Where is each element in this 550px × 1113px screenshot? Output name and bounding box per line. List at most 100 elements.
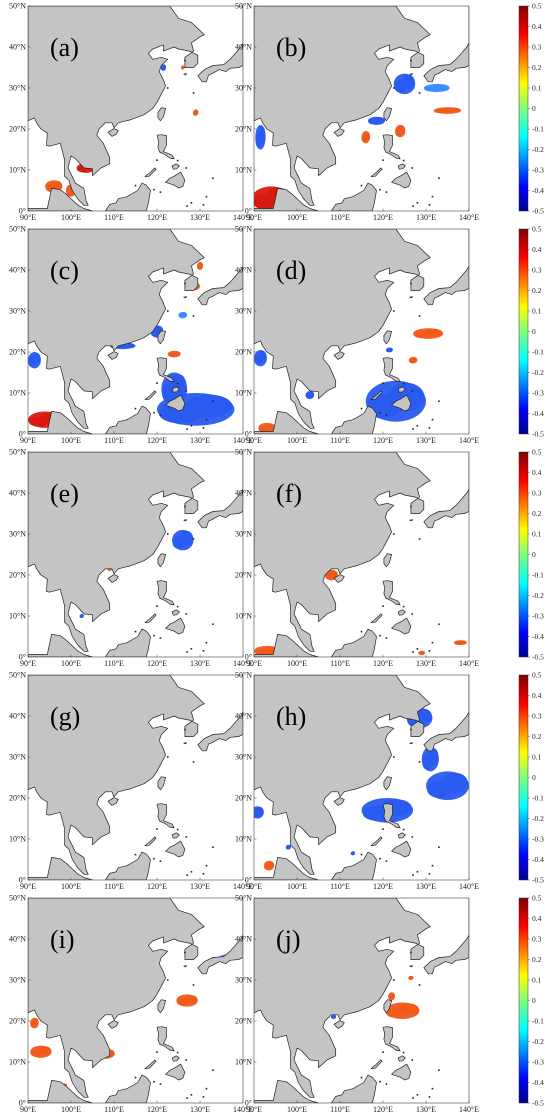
colorbar: 0.5 0.4 0.3 0.2 0.1 0 -0.1 -0.2 -0.3 -0.4 -0.5 (518, 894, 544, 1108)
x-tick-label: 140°E (459, 213, 479, 222)
anomaly-patch (196, 261, 204, 270)
anomaly-patch (367, 116, 386, 125)
islet (190, 648, 193, 650)
islet (185, 836, 188, 838)
islet (205, 195, 208, 198)
y-tick-label: 20°N (235, 571, 252, 580)
islet (385, 191, 388, 193)
islet (416, 425, 419, 427)
anomaly-patch (395, 124, 406, 138)
visayas-island (171, 163, 180, 170)
anomaly-patch (388, 992, 396, 1001)
islet (212, 177, 214, 179)
islet (360, 853, 363, 856)
borneo-island (105, 851, 151, 880)
anomaly-patch (413, 328, 444, 339)
islet (184, 951, 186, 954)
islet (438, 1069, 440, 1071)
colorbar-tick-label: -0.4 (532, 1078, 544, 1087)
colorbar-gradient (518, 897, 529, 1104)
hainan-island (333, 797, 345, 806)
panel-label: (i) (50, 925, 75, 954)
colorbar-tick-label: -0.1 (532, 348, 544, 357)
islet (431, 195, 434, 198)
islet (402, 1051, 405, 1054)
plot-frame (27, 5, 244, 212)
anomaly-patch (30, 1017, 39, 1029)
map-panel: 90°E 100°E 110°E 120°E 130°E 140°E0°10°N20°N3… (235, 448, 479, 669)
colorbar-tick-label: -0.2 (532, 368, 544, 377)
palawan-island (144, 167, 157, 177)
mindanao-island (165, 840, 186, 858)
islet (392, 979, 395, 981)
luzon-island (382, 803, 401, 829)
y-tick-label: 0° (245, 1099, 252, 1108)
y-tick-label: 0° (245, 430, 252, 439)
jeju-island (183, 296, 188, 299)
y-tick-label: 0° (245, 653, 252, 662)
x-tick-label: 90°E (246, 436, 262, 445)
hainan-island (107, 1020, 119, 1029)
palawan-island (144, 1059, 157, 1069)
anomaly-patch (408, 975, 414, 980)
x-tick-label: 110°E (104, 213, 124, 222)
y-tick-label: 20°N (9, 125, 26, 134)
taiwan-island (157, 107, 166, 122)
palawan-island (370, 390, 383, 400)
japan-islands (197, 452, 243, 529)
islet (392, 310, 395, 312)
luzon-island (156, 357, 175, 383)
map-panel: 90°E 100°E 110°E 120°E 130°E 140°E0°10°N20°N3… (9, 448, 253, 669)
islet (382, 828, 384, 830)
y-tick-label: 20°N (235, 794, 252, 803)
hainan-island (107, 128, 119, 137)
x-tick-label: 90°E (246, 659, 262, 668)
x-tick-label: 90°E (246, 213, 262, 222)
islet (205, 641, 208, 644)
colorbar: 0.5 0.4 0.3 0.2 0.1 0 -0.1 -0.2 -0.3 -0.4 -0.5 (518, 448, 544, 662)
islet (411, 1059, 414, 1061)
x-tick-label: 100°E (61, 659, 81, 668)
anomaly-patch (176, 994, 198, 1007)
x-tick-label: 140°E (233, 213, 253, 222)
y-tick-label: 30°N (235, 753, 252, 762)
anomaly-patch (258, 422, 276, 433)
hainan-island (333, 128, 345, 137)
borneo-island (105, 628, 151, 657)
islet (431, 418, 434, 421)
plot-frame (253, 674, 470, 881)
y-tick-label: 10°N (9, 166, 26, 175)
islet (202, 1096, 205, 1098)
japan-islands (423, 6, 469, 83)
anomaly-patch (167, 350, 181, 358)
hainan-island (333, 574, 345, 583)
islet (186, 874, 188, 876)
borneo-island (105, 405, 151, 434)
japan-islands (423, 675, 469, 752)
y-tick-label: 20°N (9, 794, 26, 803)
islet (190, 1094, 193, 1096)
map-panel: 90°E 100°E 110°E 120°E 130°E 140°E0°10°N20°N3… (235, 894, 479, 1113)
islet (418, 315, 421, 317)
sumatra-island (28, 411, 93, 434)
jeju-island (183, 965, 188, 968)
panel-label: (e) (50, 479, 79, 508)
anomaly-patch (263, 860, 275, 871)
x-tick-label: 140°E (459, 882, 479, 891)
islet (153, 188, 155, 191)
hainan-island (333, 351, 345, 360)
palawan-island (370, 613, 383, 623)
islet (185, 1059, 188, 1061)
y-tick-label: 40°N (235, 935, 252, 944)
y-tick-label: 40°N (9, 43, 26, 52)
islet (402, 159, 405, 162)
y-tick-label: 50°N (235, 671, 252, 680)
colorbar-tick-label: -0.2 (532, 145, 544, 154)
mindanao-island (165, 171, 186, 189)
islet (412, 1097, 414, 1099)
y-tick-label: 0° (19, 1099, 26, 1108)
y-tick-label: 0° (19, 207, 26, 216)
colorbar-tick-label: -0.2 (532, 1037, 544, 1046)
x-tick-label: 130°E (190, 659, 210, 668)
anomaly-patch (408, 356, 418, 364)
